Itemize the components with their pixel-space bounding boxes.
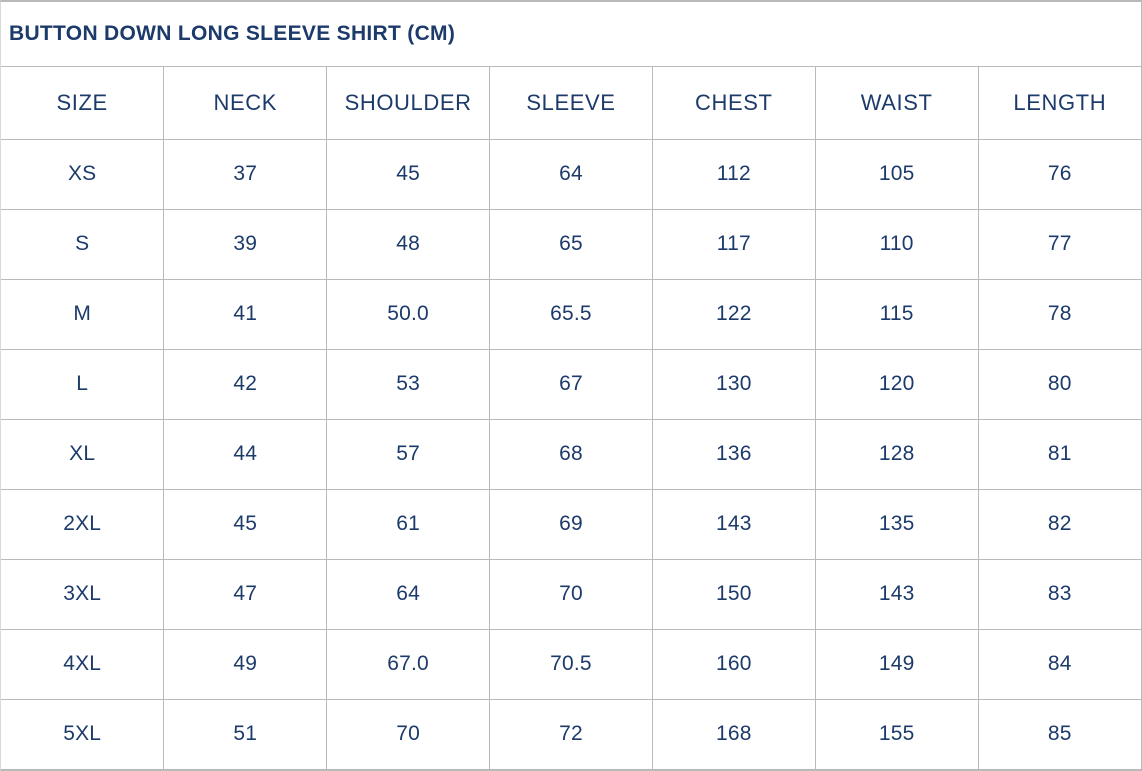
table-row: XS 37 45 64 112 105 76	[0, 138, 1142, 210]
size-cell: XS	[0, 138, 165, 210]
size-cell: 2XL	[0, 488, 165, 560]
measurement-cell: 45	[326, 138, 491, 210]
measurement-cell: 168	[651, 698, 816, 770]
table-row: L 42 53 67 130 120 80	[0, 348, 1142, 420]
header-row: SIZE NECK SHOULDER SLEEVE CHEST WAIST LE…	[0, 66, 1142, 140]
measurement-cell: 53	[326, 348, 491, 420]
measurement-cell: 49	[163, 628, 328, 700]
measurement-cell: 42	[163, 348, 328, 420]
column-header-length: LENGTH	[977, 66, 1142, 140]
measurement-cell: 143	[814, 558, 979, 630]
measurement-cell: 120	[814, 348, 979, 420]
measurement-cell: 85	[977, 698, 1142, 770]
measurement-cell: 70	[326, 698, 491, 770]
column-header-size: SIZE	[0, 66, 165, 140]
measurement-cell: 37	[163, 138, 328, 210]
chart-title: BUTTON DOWN LONG SLEEVE SHIRT (CM)	[1, 2, 1141, 67]
measurement-cell: 122	[651, 278, 816, 350]
measurement-cell: 41	[163, 278, 328, 350]
measurement-cell: 69	[489, 488, 653, 560]
measurement-cell: 76	[977, 138, 1142, 210]
measurement-cell: 57	[326, 418, 491, 490]
measurement-cell: 105	[814, 138, 979, 210]
size-cell: XL	[0, 418, 165, 490]
measurement-cell: 65	[489, 208, 653, 280]
measurement-cell: 68	[489, 418, 653, 490]
table-row: M 41 50.0 65.5 122 115 78	[0, 278, 1142, 350]
table-row: 5XL 51 70 72 168 155 85	[0, 698, 1142, 770]
measurement-cell: 82	[977, 488, 1142, 560]
size-cell: M	[0, 278, 165, 350]
measurement-cell: 110	[814, 208, 979, 280]
size-cell: 4XL	[0, 628, 165, 700]
size-table: SIZE NECK SHOULDER SLEEVE CHEST WAIST LE…	[0, 66, 1142, 770]
measurement-cell: 44	[163, 418, 328, 490]
measurement-cell: 64	[326, 558, 491, 630]
measurement-cell: 50.0	[326, 278, 491, 350]
measurement-cell: 149	[814, 628, 979, 700]
measurement-cell: 65.5	[489, 278, 653, 350]
measurement-cell: 136	[651, 418, 816, 490]
column-header-chest: CHEST	[651, 66, 816, 140]
measurement-cell: 128	[814, 418, 979, 490]
measurement-cell: 117	[651, 208, 816, 280]
table-row: 4XL 49 67.0 70.5 160 149 84	[0, 628, 1142, 700]
measurement-cell: 72	[489, 698, 653, 770]
measurement-cell: 48	[326, 208, 491, 280]
table-row: 3XL 47 64 70 150 143 83	[0, 558, 1142, 630]
measurement-cell: 81	[977, 418, 1142, 490]
table-row: XL 44 57 68 136 128 81	[0, 418, 1142, 490]
column-header-shoulder: SHOULDER	[326, 66, 491, 140]
measurement-cell: 61	[326, 488, 491, 560]
table-row: 2XL 45 61 69 143 135 82	[0, 488, 1142, 560]
measurement-cell: 155	[814, 698, 979, 770]
measurement-cell: 84	[977, 628, 1142, 700]
measurement-cell: 115	[814, 278, 979, 350]
measurement-cell: 130	[651, 348, 816, 420]
measurement-cell: 77	[977, 208, 1142, 280]
measurement-cell: 112	[651, 138, 816, 210]
size-cell: 3XL	[0, 558, 165, 630]
measurement-cell: 70	[489, 558, 653, 630]
measurement-cell: 80	[977, 348, 1142, 420]
measurement-cell: 51	[163, 698, 328, 770]
column-header-waist: WAIST	[814, 66, 979, 140]
size-cell: L	[0, 348, 165, 420]
column-header-neck: NECK	[163, 66, 328, 140]
size-cell: 5XL	[0, 698, 165, 770]
measurement-cell: 135	[814, 488, 979, 560]
size-cell: S	[0, 208, 165, 280]
column-header-sleeve: SLEEVE	[489, 66, 653, 140]
measurement-cell: 67	[489, 348, 653, 420]
table-header: SIZE NECK SHOULDER SLEEVE CHEST WAIST LE…	[0, 66, 1142, 140]
measurement-cell: 83	[977, 558, 1142, 630]
measurement-cell: 70.5	[489, 628, 653, 700]
measurement-cell: 78	[977, 278, 1142, 350]
measurement-cell: 45	[163, 488, 328, 560]
table-row: S 39 48 65 117 110 77	[0, 208, 1142, 280]
measurement-cell: 143	[651, 488, 816, 560]
measurement-cell: 64	[489, 138, 653, 210]
table-body: XS 37 45 64 112 105 76 S 39 48 65 117 110 77 M 41 50.0 65…	[0, 138, 1142, 770]
measurement-cell: 150	[651, 558, 816, 630]
measurement-cell: 39	[163, 208, 328, 280]
measurement-cell: 47	[163, 558, 328, 630]
measurement-cell: 160	[651, 628, 816, 700]
measurement-cell: 67.0	[326, 628, 491, 700]
